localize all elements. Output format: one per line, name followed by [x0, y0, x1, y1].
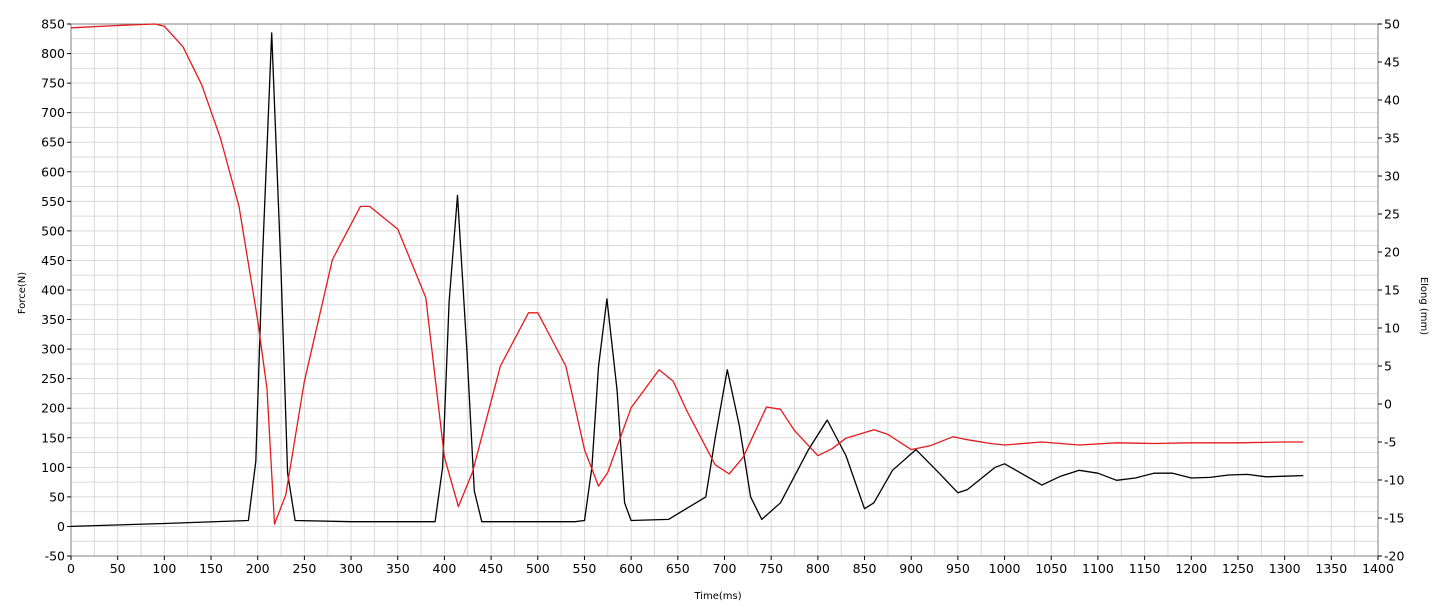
x-tick-label: 300: [339, 561, 363, 576]
y2-tick-label: 20: [1384, 245, 1400, 260]
y-axis-tick-labels: -50 0 50 100 150 200 250 300 350 400 450 500 550 600 6…: [41, 17, 71, 564]
y-tick-label: 100: [41, 460, 65, 475]
y-tick-label: 550: [41, 194, 65, 209]
y-tick-label: 450: [41, 253, 65, 268]
x-tick-label: 1250: [1222, 561, 1254, 576]
y2-axis-label: Elong (mm): [1418, 277, 1429, 335]
y2-tick-label: -20: [1384, 549, 1404, 564]
y-tick-label: 400: [41, 283, 65, 298]
x-tick-label: 200: [246, 561, 270, 576]
y2-tick-label: 5: [1384, 359, 1392, 374]
y-tick-label: 200: [41, 401, 65, 416]
y-tick-label: 300: [41, 342, 65, 357]
x-tick-label: 0: [67, 561, 75, 576]
x-tick-label: 100: [152, 561, 176, 576]
x-tick-label: 950: [946, 561, 970, 576]
x-axis-label: Time(ms): [693, 591, 741, 602]
y-tick-label: 150: [41, 430, 65, 445]
x-tick-label: 1400: [1362, 561, 1394, 576]
x-tick-label: 550: [573, 561, 597, 576]
y-tick-label: 250: [41, 371, 65, 386]
y-tick-label: 350: [41, 312, 65, 327]
y2-tick-label: 0: [1384, 397, 1392, 412]
y-axis-label: Force(N): [17, 272, 28, 314]
y-tick-label: 750: [41, 76, 65, 91]
y2-tick-label: -5: [1384, 435, 1396, 450]
y2-tick-label: 50: [1384, 17, 1400, 32]
y-tick-label: 50: [49, 489, 65, 504]
y-tick-label: 850: [41, 17, 65, 32]
x-tick-label: 350: [386, 561, 410, 576]
y2-tick-label: 35: [1384, 131, 1400, 146]
x-tick-label: 50: [110, 561, 126, 576]
y-tick-label: 500: [41, 223, 65, 238]
x-tick-label: 450: [479, 561, 503, 576]
x-tick-label: 1300: [1269, 561, 1301, 576]
y-tick-label: -50: [45, 549, 65, 564]
x-tick-label: 1350: [1315, 561, 1347, 576]
y2-tick-label: 10: [1384, 321, 1400, 336]
y2-tick-label: 40: [1384, 93, 1400, 108]
x-tick-label: 700: [713, 561, 737, 576]
x-tick-label: 400: [432, 561, 456, 576]
x-tick-label: 1200: [1175, 561, 1207, 576]
x-tick-label: 1150: [1129, 561, 1161, 576]
y2-axis-tick-labels: -20 -15 -10 -5 0 5 10 15 20 25 30 35 40 45 50: [1378, 17, 1404, 564]
y2-tick-label: 30: [1384, 169, 1400, 184]
y2-tick-label: -10: [1384, 473, 1404, 488]
x-tick-label: 1100: [1082, 561, 1114, 576]
x-tick-label: 600: [619, 561, 643, 576]
x-tick-label: 1050: [1035, 561, 1067, 576]
x-tick-label: 800: [806, 561, 830, 576]
elongation-series-line: [70, 23, 1304, 525]
y2-tick-label: 15: [1384, 283, 1400, 298]
y-tick-label: 800: [41, 46, 65, 61]
x-tick-label: 850: [853, 561, 877, 576]
x-tick-label: 250: [292, 561, 316, 576]
y-tick-label: 700: [41, 105, 65, 120]
y2-tick-label: -15: [1384, 511, 1404, 526]
x-tick-label: 500: [526, 561, 550, 576]
y2-tick-label: 25: [1384, 207, 1400, 222]
x-tick-label: 1000: [989, 561, 1021, 576]
x-tick-label: 900: [899, 561, 923, 576]
x-tick-label: 750: [759, 561, 783, 576]
x-axis-tick-labels: 0 50 100 150 200 250 300 350 400 450 500 550 600 650 7…: [67, 556, 1394, 576]
force-series-line: [70, 32, 1304, 528]
grid-lines: [70, 23, 1379, 557]
y-tick-label: 650: [41, 135, 65, 150]
x-tick-label: 650: [666, 561, 690, 576]
y-tick-label: 600: [41, 164, 65, 179]
y-tick-label: 0: [57, 519, 65, 534]
x-tick-label: 150: [199, 561, 223, 576]
series-layer: [70, 23, 1304, 528]
y2-tick-label: 45: [1384, 55, 1400, 70]
